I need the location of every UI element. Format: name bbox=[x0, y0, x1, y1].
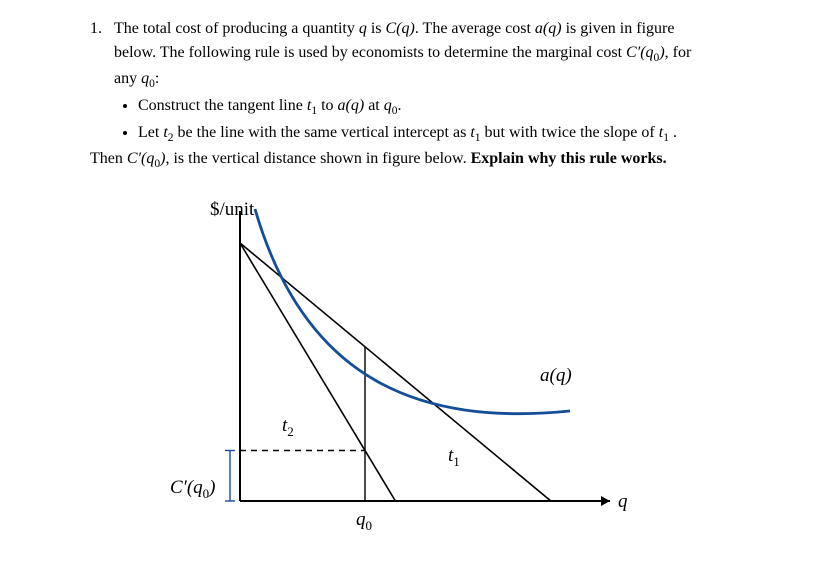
problem-then: Then C′(q0), is the vertical distance sh… bbox=[90, 148, 768, 173]
var-q: q bbox=[359, 20, 367, 37]
var-q0: q bbox=[141, 70, 149, 87]
problem-line-1: The total cost of producing a quantity q… bbox=[114, 18, 768, 40]
page: 1. The total cost of producing a quantit… bbox=[0, 0, 828, 561]
t1-line bbox=[240, 243, 551, 501]
x-axis-arrow-icon bbox=[601, 496, 610, 506]
text: any bbox=[114, 70, 141, 87]
mc-label: C′(q0) bbox=[170, 477, 215, 501]
text: to bbox=[317, 97, 337, 114]
y-axis-title: $/unit bbox=[210, 201, 255, 220]
bold-instruction: Explain why this rule works. bbox=[471, 150, 667, 167]
var-aq: a(q) bbox=[535, 20, 562, 37]
problem-body: The total cost of producing a quantity q… bbox=[114, 18, 768, 175]
aq-label: a(q) bbox=[540, 365, 572, 386]
x-axis-label: q bbox=[618, 491, 628, 512]
text: , for bbox=[665, 44, 692, 61]
aq-curve bbox=[255, 209, 570, 414]
bullet-list: Construct the tangent line t1 to a(q) at… bbox=[114, 95, 768, 146]
text: is bbox=[367, 20, 386, 37]
figure-wrap: $/unit q a(q) t1 t2 q0 C′(q0) bbox=[150, 201, 768, 561]
var-Cprime: C′(q bbox=[127, 150, 155, 167]
bullet-1: Construct the tangent line t1 to a(q) at… bbox=[138, 95, 768, 120]
t1-label: t1 bbox=[448, 445, 460, 469]
var-Cprime: C′(q bbox=[626, 44, 654, 61]
bullet-2: Let t2 be the line with the same vertica… bbox=[138, 122, 768, 147]
problem-line-3: any q0: bbox=[114, 68, 768, 93]
t2-line bbox=[240, 243, 395, 501]
text: Let bbox=[138, 124, 163, 141]
text: . The average cost bbox=[415, 20, 535, 37]
text: Construct the tangent line bbox=[138, 97, 307, 114]
var-aq: a(q) bbox=[338, 97, 365, 114]
figure-svg: $/unit q a(q) t1 t2 q0 C′(q0) bbox=[150, 201, 710, 561]
text: . bbox=[669, 124, 677, 141]
text: below. The following rule is used by eco… bbox=[114, 44, 626, 61]
problem-block: 1. The total cost of producing a quantit… bbox=[90, 18, 768, 175]
text: Then bbox=[90, 150, 127, 167]
text: The total cost of producing a quantity bbox=[114, 20, 359, 37]
text: but with twice the slope of bbox=[481, 124, 659, 141]
var-Cq: C(q) bbox=[386, 20, 415, 37]
text: , is the vertical distance shown in figu… bbox=[165, 150, 470, 167]
text: . bbox=[398, 97, 402, 114]
text: be the line with the same vertical inter… bbox=[174, 124, 471, 141]
text: is given in figure bbox=[562, 20, 675, 37]
t2-label: t2 bbox=[282, 415, 294, 439]
text: at bbox=[364, 97, 384, 114]
problem-line-2: below. The following rule is used by eco… bbox=[114, 42, 768, 67]
q0-label: q0 bbox=[356, 509, 372, 533]
text: : bbox=[155, 70, 159, 87]
var-q0: q bbox=[384, 97, 392, 114]
